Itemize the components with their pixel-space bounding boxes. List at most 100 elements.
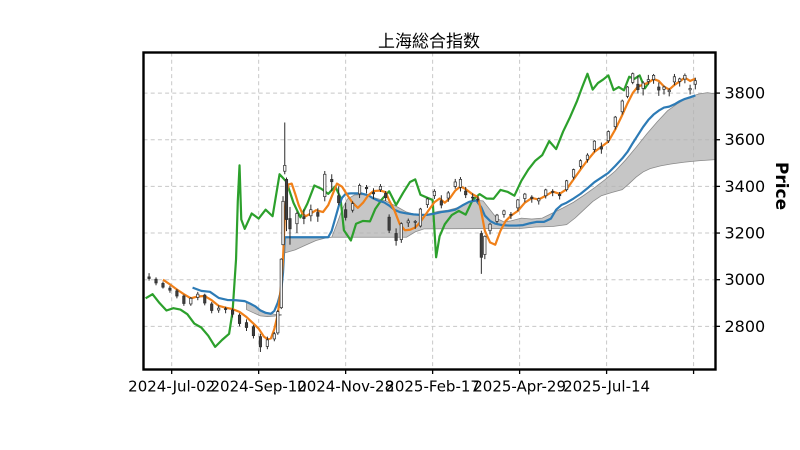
candle-body <box>483 235 487 255</box>
candle-body <box>458 179 463 188</box>
candle-body <box>295 213 299 225</box>
candle-body <box>237 314 242 324</box>
candle-body <box>175 290 179 297</box>
candle-body <box>537 198 541 202</box>
candle-body <box>425 198 429 205</box>
candle-body <box>672 76 676 83</box>
candle-body <box>258 336 262 348</box>
candle-body <box>667 89 671 93</box>
candle-body <box>284 179 289 220</box>
candle-body <box>646 79 650 82</box>
x-tick-label: 2025-Apr-29 <box>473 378 566 396</box>
axis-ticks <box>171 92 720 374</box>
candle-body <box>337 195 341 204</box>
candle-body <box>544 189 548 197</box>
candle-body <box>641 82 645 89</box>
candle-body <box>224 308 228 310</box>
candle-body <box>288 218 292 230</box>
candlestick-series <box>147 72 697 353</box>
candle-body <box>251 326 255 337</box>
candle-body <box>571 169 576 178</box>
price-axis-label: Price <box>771 161 791 211</box>
candle-body <box>502 210 506 215</box>
candle-body <box>418 208 423 227</box>
candle-body <box>189 298 193 305</box>
candle-body <box>378 186 382 191</box>
candle-body <box>364 186 369 190</box>
candle-body <box>678 78 682 82</box>
candle-body <box>154 278 158 284</box>
chikou-line <box>145 72 651 348</box>
candle-body <box>613 116 617 128</box>
candle-body <box>693 80 697 85</box>
candle-body <box>625 86 630 97</box>
candle-body <box>688 88 692 91</box>
candle-body <box>530 196 534 199</box>
y-tick-label: 3400 <box>725 177 766 196</box>
candle-body <box>210 303 214 311</box>
candle-body <box>471 196 475 199</box>
candle-body <box>488 223 492 232</box>
candle-body <box>168 287 172 291</box>
candle-body <box>439 200 443 206</box>
candle-body <box>652 75 656 80</box>
candle-body <box>599 146 603 150</box>
candle-body <box>636 83 640 90</box>
candle-body <box>276 311 280 334</box>
candle-body <box>309 209 313 217</box>
candle-body <box>283 165 287 172</box>
candle-body <box>387 216 391 231</box>
candle-body <box>558 193 562 197</box>
candle-body <box>551 191 555 193</box>
x-tick-label: 2024-Jul-02 <box>128 378 215 396</box>
candle-body <box>565 180 569 191</box>
candle-body <box>358 185 362 195</box>
candle-body <box>453 181 457 187</box>
candle-body <box>464 190 468 196</box>
candle-body <box>371 192 376 195</box>
candle-body <box>330 179 334 183</box>
candle-body <box>657 86 661 91</box>
candle-body <box>479 233 483 258</box>
candle-body <box>316 212 320 217</box>
candle-body <box>413 221 417 223</box>
tenkan-line <box>162 76 696 341</box>
x-tick-label: 2024-Sep-10 <box>210 378 306 396</box>
candle-body <box>161 283 165 288</box>
grid <box>143 52 716 370</box>
candle-body <box>662 86 666 90</box>
candle-body <box>281 200 285 246</box>
candle-body <box>399 223 403 240</box>
candle-body <box>323 173 327 198</box>
candle-body <box>231 309 235 315</box>
kijun-line <box>192 94 696 315</box>
y-tick-label: 3800 <box>725 84 766 103</box>
y-tick-label: 3000 <box>725 270 766 289</box>
candle-body <box>147 276 151 279</box>
y-tick-label: 3200 <box>725 224 766 243</box>
candle-body <box>620 100 624 113</box>
chart-title: 上海総合指数 <box>378 32 480 52</box>
y-tick-label: 3600 <box>725 130 766 149</box>
candle-body <box>344 209 348 218</box>
candle-body <box>606 131 610 142</box>
candle-body <box>302 216 306 219</box>
plot-frame <box>142 51 717 371</box>
candle-body <box>495 214 499 222</box>
y-tick-label: 2800 <box>725 317 766 336</box>
candle-body <box>578 160 583 167</box>
candle-body <box>265 339 269 347</box>
candle-body <box>244 322 249 328</box>
x-tick-label: 2024-Nov-28 <box>297 378 394 396</box>
candle-body <box>394 233 398 241</box>
candle-body <box>279 258 283 309</box>
x-tick-label: 2025-Jul-14 <box>563 378 650 396</box>
candle-body <box>631 73 635 83</box>
candle-body <box>592 140 596 150</box>
candle-body <box>272 333 276 340</box>
candle-body <box>432 190 436 197</box>
candle-body <box>406 220 410 224</box>
x-tick-label: 2025-Feb-17 <box>385 378 480 396</box>
